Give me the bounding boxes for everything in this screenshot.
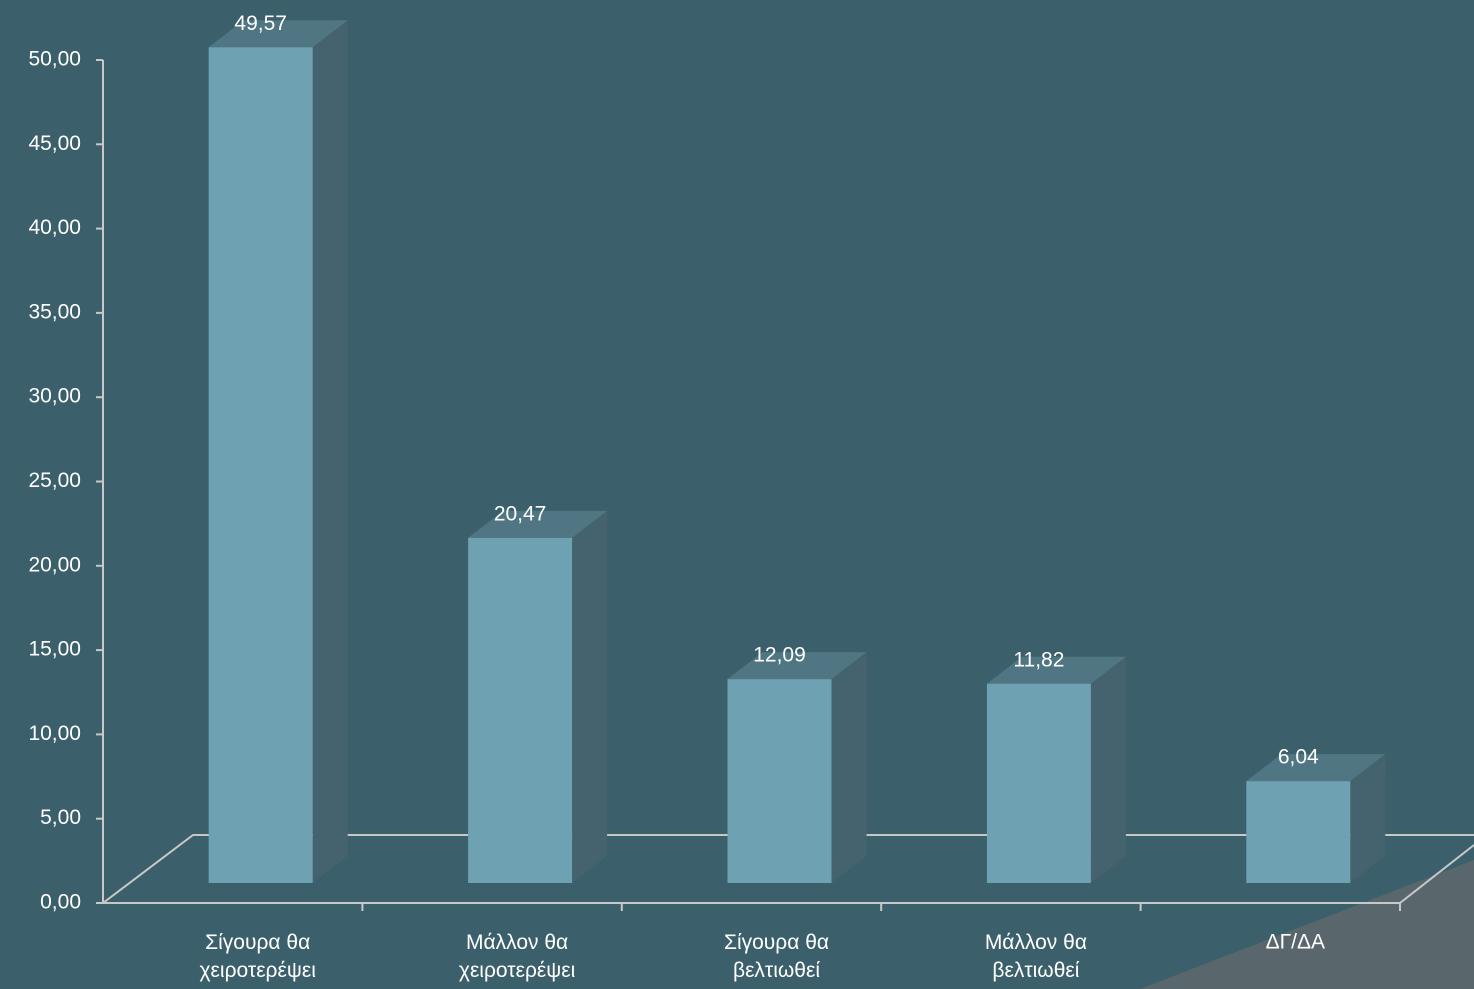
y-tick-label: 30,00 — [28, 385, 81, 408]
bar-side — [1350, 754, 1386, 883]
bar-top — [208, 20, 348, 48]
y-tick-label: 5,00 — [40, 806, 81, 829]
bar-top — [1246, 754, 1386, 782]
y-tick-label: 10,00 — [28, 722, 81, 745]
x-tick-label: ΔΓ/ΔΑ — [1266, 931, 1325, 954]
bar — [1246, 754, 1386, 883]
bar-front — [208, 47, 313, 883]
floor-edge — [1399, 844, 1474, 904]
bar — [986, 656, 1126, 883]
bar-front — [727, 679, 832, 883]
y-tick-label: 25,00 — [28, 469, 81, 492]
bar-side — [312, 20, 348, 883]
y-tick-label: 35,00 — [28, 300, 81, 323]
bar-front — [468, 537, 573, 883]
y-tick-label: 20,00 — [28, 553, 81, 576]
value-label: 12,09 — [753, 644, 806, 667]
bar-top — [986, 656, 1126, 684]
value-label: 20,47 — [494, 502, 547, 525]
value-label: 6,04 — [1278, 746, 1319, 769]
x-tick-label: Μάλλον θα χειροτερέψει — [459, 931, 576, 982]
value-label: 11,82 — [1013, 648, 1064, 671]
y-tick-label: 45,00 — [28, 132, 81, 155]
y-tick-label: 15,00 — [28, 638, 81, 661]
bar-top — [727, 652, 867, 680]
bar-front — [1246, 781, 1351, 883]
y-tick-label: 50,00 — [28, 48, 81, 71]
bar — [468, 510, 608, 883]
bar-side — [572, 510, 608, 883]
bar-front — [986, 683, 1091, 883]
x-tick-label: Σίγουρα θα χειροτερέψει — [200, 931, 317, 982]
x-tick-label: Μάλλον θα βελτιωθεί — [985, 931, 1087, 982]
y-tick-label: 40,00 — [28, 216, 81, 239]
y-tick-label: 0,00 — [40, 891, 81, 914]
decor-corner — [1140, 860, 1474, 989]
bar — [208, 20, 348, 883]
x-tick-label: Σίγουρα θα βελτιωθεί — [724, 931, 829, 982]
bar-side — [831, 652, 867, 883]
bar-side — [1090, 656, 1126, 883]
value-label: 49,57 — [234, 12, 287, 35]
bar-top — [468, 510, 608, 538]
bar — [727, 652, 867, 883]
